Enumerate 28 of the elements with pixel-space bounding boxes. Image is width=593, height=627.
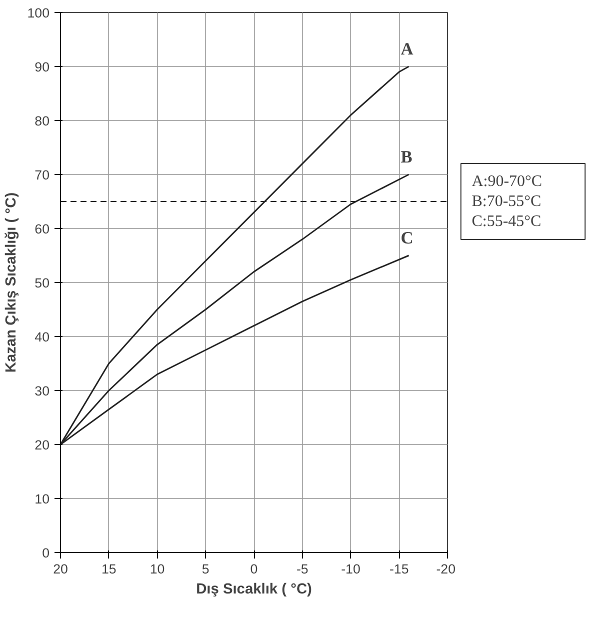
x-tick-label: -20 <box>436 562 456 576</box>
text: A:90-70°C <box>472 173 542 190</box>
text: C:55-45°C <box>472 213 542 230</box>
y-tick-label: 90 <box>34 60 50 74</box>
y-tick-label: 0 <box>42 546 50 560</box>
x-tick-label: -10 <box>341 562 360 576</box>
x-tick-label: 15 <box>101 562 116 576</box>
y-tick-label: 70 <box>34 168 50 182</box>
series-label: B <box>400 148 413 166</box>
y-tick-label: 80 <box>34 114 50 128</box>
x-tick-label: 20 <box>53 562 68 576</box>
text: B:70-55°C <box>472 193 542 210</box>
series-label: A <box>400 40 414 58</box>
y-tick-label: 40 <box>34 330 50 344</box>
x-tick-label: -15 <box>389 562 409 576</box>
y-tick-label: 100 <box>27 6 50 20</box>
series-label: C <box>400 228 414 248</box>
y-axis-title: Kazan Çıkış Sıcaklığı ( °C) <box>3 192 20 373</box>
x-tick-label: 5 <box>202 562 210 576</box>
x-tick-label: 10 <box>150 562 165 576</box>
y-tick-label: 60 <box>34 222 50 236</box>
x-axis-title: Dış Sıcaklık ( °C) <box>196 582 312 598</box>
x-tick-label: -5 <box>296 562 308 576</box>
y-tick-label: 10 <box>34 492 50 506</box>
y-tick-label: 30 <box>34 384 50 398</box>
y-tick-label: 20 <box>34 438 50 452</box>
x-tick-label: 0 <box>250 562 258 576</box>
y-tick-label: 50 <box>34 276 50 290</box>
